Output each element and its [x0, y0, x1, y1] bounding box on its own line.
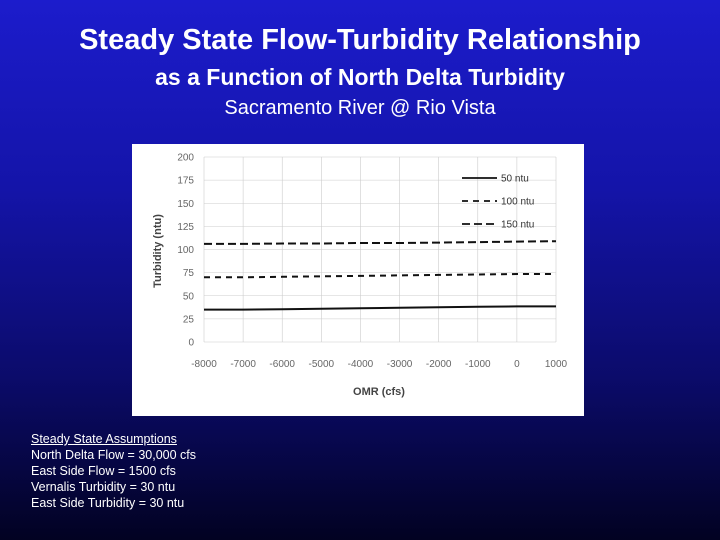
assumptions-panel: Steady State Assumptions North Delta Flo… — [31, 431, 196, 511]
y-tick-label: 0 — [188, 338, 194, 349]
series-line-1 — [204, 305, 556, 311]
y-tick-label: 150 — [177, 199, 194, 210]
y-tick-label: 175 — [177, 176, 194, 187]
x-axis-label: OMR (cfs) — [353, 386, 405, 398]
series-line-3 — [204, 240, 557, 245]
assumption-item: North Delta Flow = 30,000 cfs — [31, 448, 197, 462]
x-tick-label: -6000 — [269, 359, 295, 370]
x-tick-label: -8000 — [191, 359, 217, 370]
grid-layer — [203, 156, 557, 343]
x-tick-label: -3000 — [387, 359, 413, 370]
legend-label: 150 ntu — [501, 220, 534, 231]
x-tick-label: -2000 — [426, 359, 452, 370]
y-tick-label: 100 — [177, 245, 194, 256]
assumption-item: Vernalis Turbidity = 30 ntu — [31, 480, 176, 494]
legend-label: 50 ntu — [501, 174, 529, 185]
x-tick-label: -4000 — [348, 359, 374, 370]
y-tick-label: 200 — [177, 153, 194, 164]
y-tick-label: 50 — [183, 291, 195, 302]
slide-subtitle: as a Function of North Delta Turbidity — [155, 64, 565, 90]
slide-location: Sacramento River @ Rio Vista — [224, 97, 496, 119]
assumptions-heading: Steady State Assumptions — [31, 432, 177, 446]
y-tick-label: 75 — [183, 268, 195, 279]
assumption-item: East Side Turbidity = 30 ntu — [31, 496, 185, 510]
legend-label: 100 ntu — [501, 197, 534, 208]
x-tick-label: 1000 — [545, 359, 568, 370]
legend: 50 ntu 100 ntu 150 ntu — [462, 174, 534, 231]
x-tick-label: -5000 — [309, 359, 335, 370]
x-tick-label: -7000 — [230, 359, 256, 370]
y-axis-label: Turbidity (ntu) — [152, 214, 164, 288]
y-tick-label: 25 — [183, 314, 195, 325]
chart-panel: 0 25 50 75 100 125 150 175 200 -8000 -7000 -6000 -50… — [132, 144, 584, 416]
series-line-2 — [204, 273, 556, 279]
assumption-item: East Side Flow = 1500 cfs — [31, 464, 176, 478]
series-lines — [204, 240, 557, 311]
turbidity-chart: 0 25 50 75 100 125 150 175 200 -8000 -7000 -6000 -50… — [152, 153, 568, 399]
x-tick-label: -1000 — [465, 359, 491, 370]
tick-labels: 0 25 50 75 100 125 150 175 200 -8000 -7000 -6000 -50… — [177, 153, 567, 371]
slide-title: Steady State Flow-Turbidity Relationship — [79, 24, 641, 56]
y-tick-label: 125 — [177, 222, 194, 233]
x-tick-label: 0 — [514, 359, 520, 370]
